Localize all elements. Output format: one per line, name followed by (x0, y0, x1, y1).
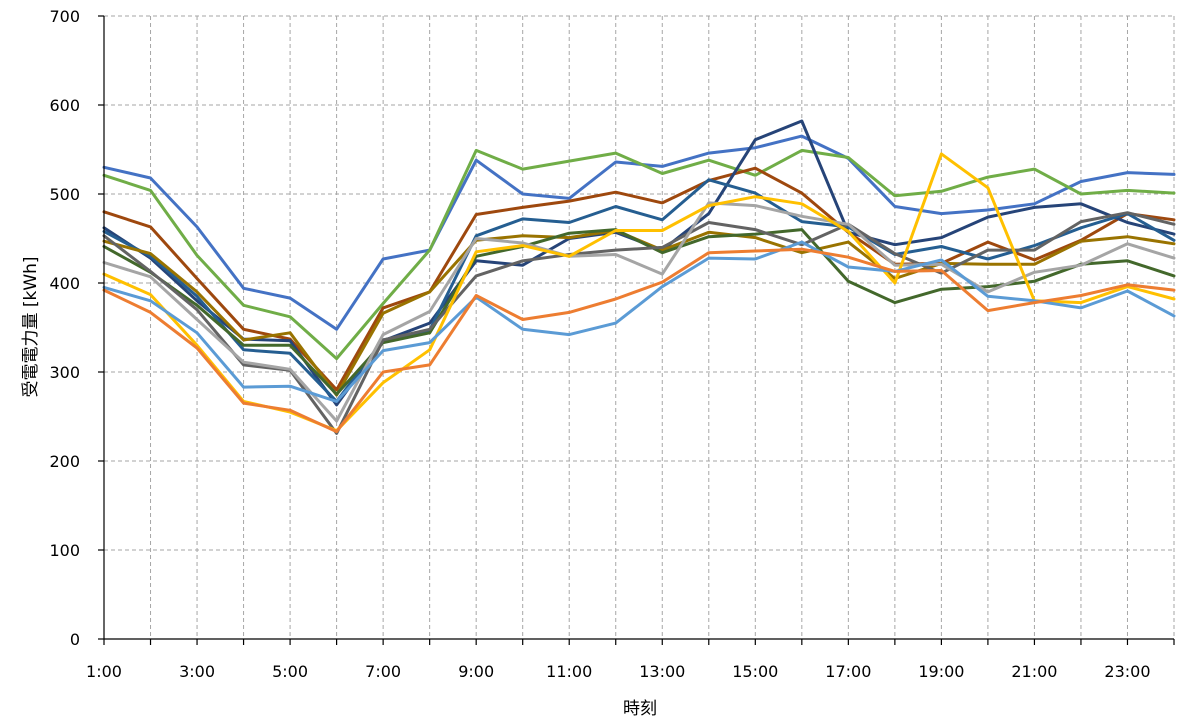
series-line-5 (102, 178, 1176, 403)
y-tick-labels: 0 100 200 300 400 500 600 700 (49, 7, 80, 649)
x-tick-label: 13:00 (639, 662, 685, 681)
x-tick-label: 17:00 (825, 662, 871, 681)
x-tick-label: 3:00 (179, 662, 215, 681)
series-line-6 (102, 229, 1176, 397)
series-lines (102, 119, 1176, 435)
series-line-1 (102, 134, 1176, 331)
x-axis-title: 時刻 (623, 699, 657, 719)
x-tick-label: 15:00 (732, 662, 778, 681)
series-line-2 (102, 148, 1176, 361)
y-tick-label: 500 (49, 185, 80, 204)
series-line-12 (102, 247, 1176, 434)
x-tick-label: 21:00 (1011, 662, 1057, 681)
y-tick-label: 200 (49, 452, 80, 471)
series-line-7 (102, 228, 1176, 396)
y-tick-label: 300 (49, 363, 80, 382)
x-tick-labels: 1:00 3:00 5:00 7:00 9:00 11:00 13:00 15:00 17:00… (86, 662, 1151, 681)
grid (104, 15, 1175, 639)
y-tick-label: 100 (49, 541, 80, 560)
x-tick-label: 23:00 (1104, 662, 1150, 681)
x-tick-label: 1:00 (86, 662, 122, 681)
x-tick-label: 5:00 (272, 662, 308, 681)
y-tick-label: 0 (70, 630, 80, 649)
series-line-8 (102, 211, 1176, 435)
y-tick-label: 700 (49, 7, 80, 26)
y-axis-title: 受電電力量 [kWh] (21, 256, 41, 397)
x-tick-label: 11:00 (546, 662, 592, 681)
series-line-9 (102, 201, 1176, 423)
x-tick-label: 19:00 (918, 662, 964, 681)
series-line-3 (102, 166, 1176, 392)
axes (98, 15, 1175, 645)
y-tick-label: 600 (49, 96, 80, 115)
x-tick-label: 9:00 (458, 662, 494, 681)
y-tick-label: 400 (49, 274, 80, 293)
x-tick-label: 7:00 (365, 662, 401, 681)
series-line-11 (102, 240, 1176, 403)
